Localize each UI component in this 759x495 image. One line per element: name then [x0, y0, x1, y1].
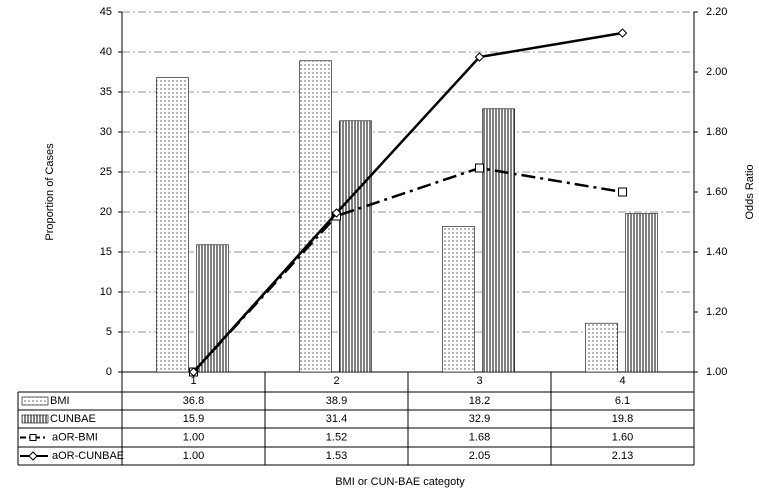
bar: [442, 226, 475, 373]
table-value: 32.9: [469, 413, 490, 425]
table-value: 38.9: [326, 395, 347, 407]
legend-marker: [28, 451, 38, 461]
bar: [156, 77, 189, 373]
line: [192, 166, 623, 373]
y-tick-label: 30: [100, 126, 112, 138]
legend-swatch: [21, 396, 49, 406]
y2-tick-label: 1.40: [706, 246, 727, 258]
table-value: 19.8: [612, 413, 633, 425]
table-value: 2.05: [469, 450, 490, 462]
marker: [188, 367, 199, 377]
y2-tick-label: 2.00: [706, 66, 727, 78]
table-value: 36.8: [183, 395, 204, 407]
marker: [617, 28, 628, 38]
y-tick-label: 0: [106, 366, 112, 378]
y-tick-label: 40: [100, 46, 112, 58]
marker: [331, 208, 342, 218]
x-tick-label: 1: [190, 375, 196, 387]
y2-tick-label: 2.20: [706, 6, 727, 18]
marker: [475, 163, 484, 173]
bar: [299, 60, 332, 373]
table-value: 2.13: [612, 450, 633, 462]
y-tick-label: 45: [100, 6, 112, 18]
y-tick-label: 15: [100, 246, 112, 258]
legend-label: aOR-CUNBAE: [52, 450, 124, 462]
table-value: 6.1: [615, 395, 630, 407]
x-tick-label: 4: [619, 375, 625, 387]
bar: [585, 322, 618, 373]
table-value: 1.60: [612, 431, 633, 443]
y-tick-label: 20: [100, 206, 112, 218]
y-tick-label: 35: [100, 86, 112, 98]
marker: [618, 187, 627, 197]
x-tick-label: 3: [476, 375, 482, 387]
table-value: 31.4: [326, 413, 347, 425]
table-value: 15.9: [183, 413, 204, 425]
legend-label: aOR-BMI: [52, 431, 98, 443]
legend-swatch: [21, 414, 49, 424]
line: [192, 31, 623, 373]
table-value: 1.53: [326, 450, 347, 462]
y-tick-label: 5: [106, 326, 112, 338]
y-tick-label: 25: [100, 166, 112, 178]
legend-label: CUNBAE: [50, 413, 96, 425]
table-value: 1.00: [183, 431, 204, 443]
bar: [339, 120, 372, 373]
y-axis-title: Proportion of Cases: [44, 143, 56, 241]
table-value: 18.2: [469, 395, 490, 407]
y2-tick-label: 1.80: [706, 126, 727, 138]
legend-label: BMI: [50, 395, 70, 407]
bar: [196, 244, 229, 373]
x-axis-title: BMI or CUN-BAE categoty: [335, 476, 465, 488]
y2-tick-label: 1.60: [706, 186, 727, 198]
x-tick-label: 2: [333, 375, 339, 387]
bar: [625, 213, 658, 373]
y2-axis-title: Odds Ratio: [744, 164, 756, 219]
marker: [474, 52, 485, 62]
table-value: 1.52: [326, 431, 347, 443]
table-value: 1.68: [469, 431, 490, 443]
y-tick-label: 10: [100, 286, 112, 298]
y2-tick-label: 1.00: [706, 366, 727, 378]
y2-tick-label: 1.20: [706, 306, 727, 318]
bar: [482, 108, 515, 373]
table-value: 1.00: [183, 450, 204, 462]
legend-marker: [29, 434, 37, 441]
